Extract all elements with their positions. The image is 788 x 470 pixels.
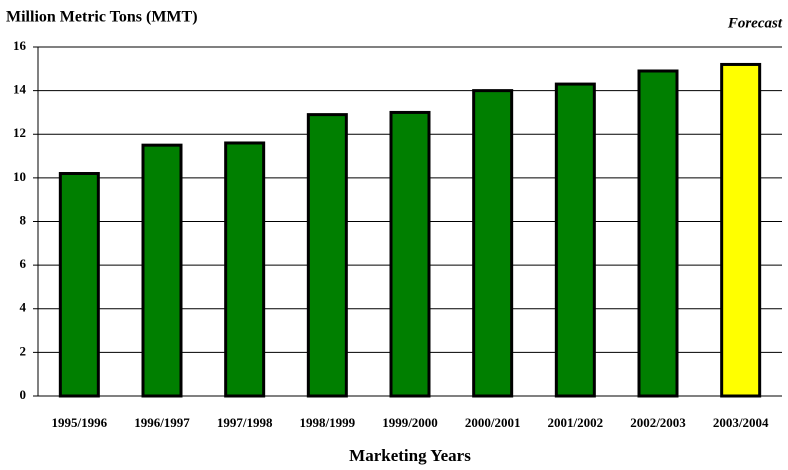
- bar: [472, 89, 514, 398]
- x-tick-label: 1996/1997: [134, 415, 190, 430]
- x-tick-label: 2002/2003: [630, 415, 686, 430]
- y-tick-label: 10: [13, 169, 26, 184]
- x-tick-label: 2001/2002: [548, 415, 604, 430]
- y-tick-label: 2: [20, 343, 27, 358]
- y-tick-label: 12: [13, 125, 26, 140]
- y-tick-label: 16: [13, 38, 27, 53]
- bar: [637, 69, 679, 398]
- bar: [58, 172, 100, 398]
- bar: [224, 141, 266, 398]
- annotation: Forecast: [727, 15, 783, 31]
- x-tick-label: 1999/2000: [382, 415, 438, 430]
- bar: [554, 82, 596, 398]
- bar: [141, 143, 183, 398]
- x-tick-label: 1998/1999: [300, 415, 356, 430]
- bar: [720, 62, 762, 398]
- y-tick-label: 4: [20, 300, 27, 315]
- x-tick-label: 1995/1996: [52, 415, 108, 430]
- x-tick-label: 2000/2001: [465, 415, 521, 430]
- y-tick-label: 0: [20, 387, 27, 402]
- x-tick-label: 1997/1998: [217, 415, 273, 430]
- bar: [389, 110, 431, 398]
- bar: [306, 113, 348, 398]
- chart-title: Million Metric Tons (MMT): [6, 9, 198, 26]
- y-tick-label: 6: [20, 256, 27, 271]
- y-tick-label: 8: [20, 212, 27, 227]
- x-tick-label: 2003/2004: [713, 415, 769, 430]
- y-tick-label: 14: [13, 82, 27, 97]
- x-axis-label: Marketing Years: [349, 446, 471, 465]
